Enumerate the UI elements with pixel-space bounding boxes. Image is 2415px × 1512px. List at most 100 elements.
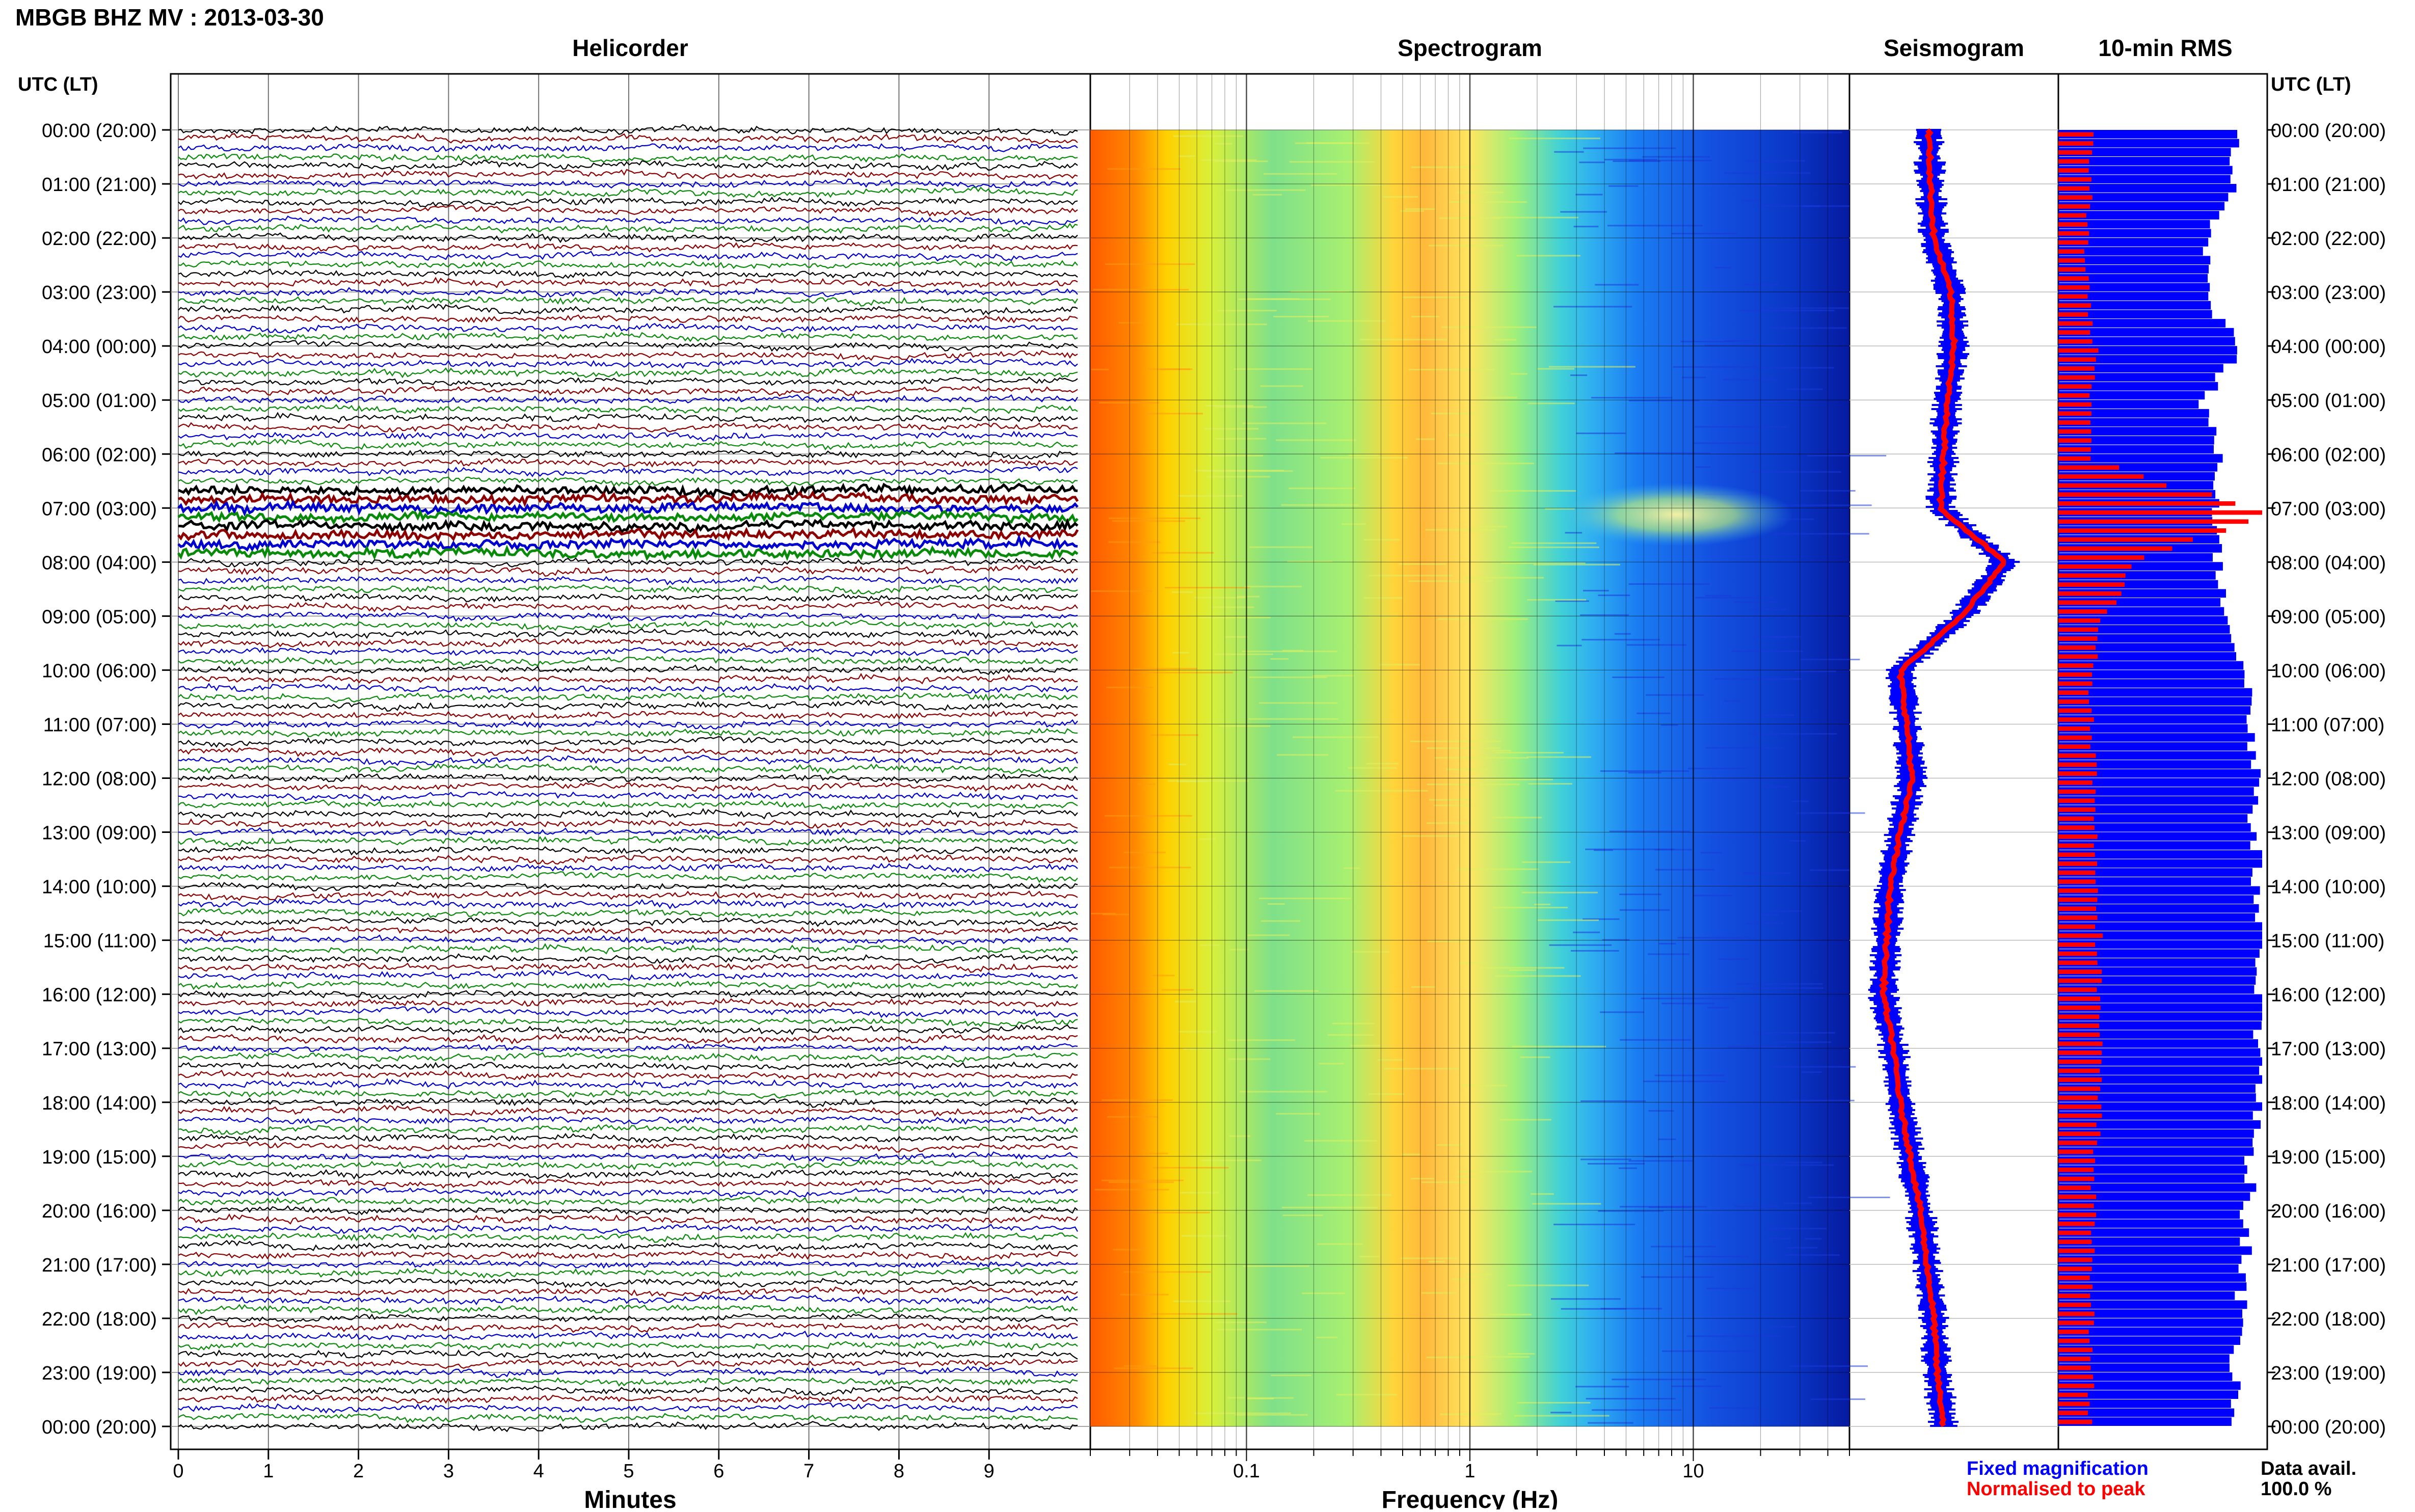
spectrogram-streak	[1588, 1422, 1633, 1424]
rms-bar-normalised	[2058, 249, 2084, 254]
rms-bar-normalised	[2058, 321, 2093, 326]
helicorder-trace	[178, 159, 1078, 172]
time-tick-label: 19:00 (15:00)	[42, 1147, 157, 1168]
time-axis-label-right: UTC (LT)	[2271, 74, 2351, 95]
spectrogram-streak	[1619, 894, 1661, 896]
helicorder-traces	[177, 124, 1079, 1433]
rms-bar-normalised	[2058, 393, 2089, 398]
time-tick-label: 02:00 (22:00)	[42, 228, 157, 250]
rms-bar-fixed	[2058, 1291, 2235, 1300]
spectrogram-streak	[1646, 694, 1704, 696]
spectrogram-streak	[1247, 1397, 1294, 1399]
spectrogram-streak	[1427, 940, 1463, 942]
spectrogram-streak	[1147, 1211, 1210, 1213]
spectrogram-streak	[1366, 763, 1399, 765]
spectrogram-streak	[1758, 307, 1849, 309]
rms-bar-fixed	[2058, 1354, 2230, 1363]
helicorder-trace	[178, 242, 1078, 253]
spectrogram-streak	[1099, 402, 1160, 403]
rms-bar-normalised	[2058, 528, 2226, 533]
rms-bar-fixed	[2058, 1066, 2260, 1075]
spectrogram-streak	[1293, 736, 1379, 738]
spectrogram-streak	[1707, 1007, 1729, 1009]
rms-bar-fixed	[2058, 661, 2244, 670]
rms-bar-fixed	[2058, 454, 2223, 463]
spectrogram-streak	[1123, 1365, 1157, 1367]
helicorder-trace	[178, 1024, 1078, 1036]
spectrogram-streak	[1705, 595, 1732, 597]
spectrogram-streak	[1137, 783, 1156, 785]
spectrogram-streak	[1739, 310, 1835, 311]
helicorder-trace	[178, 1339, 1078, 1351]
helicorder-trace	[178, 619, 1078, 631]
figure-title: MBGB BHZ MV : 2013-03-30	[15, 4, 324, 31]
helicorder-trace	[178, 908, 1078, 919]
helicorder-trace	[178, 1132, 1078, 1144]
spectrogram-streak	[1736, 983, 1823, 985]
rms-bar-fixed	[2058, 1282, 2247, 1291]
spectrogram-streak	[1508, 1353, 1535, 1355]
rms-bar-normalised	[2058, 987, 2097, 992]
rms-bar-normalised	[2058, 1149, 2094, 1154]
spectrogram-streak	[1225, 189, 1306, 191]
spectrogram-streak	[1405, 208, 1436, 210]
time-tick-label-right: 00:00 (20:00)	[2271, 1417, 2386, 1438]
rms-bar-normalised	[2058, 933, 2103, 938]
spectrogram-streak	[1494, 752, 1564, 753]
helicorder-trace	[178, 601, 1078, 612]
spectrogram-streak	[1694, 442, 1760, 444]
rms-bar-normalised	[2058, 717, 2094, 722]
spectrogram-streak	[1364, 538, 1400, 541]
rms-bar-fixed	[2058, 958, 2256, 967]
helicorder-trace	[178, 178, 1078, 189]
spectrogram-streak	[1695, 426, 1787, 428]
spectrogram-streak	[1642, 156, 1710, 158]
rms-bar-normalised	[2058, 627, 2098, 632]
minute-tick-label: 3	[443, 1461, 454, 1482]
helicorder-trace	[178, 862, 1078, 874]
spectrogram-streak	[1276, 754, 1329, 756]
rms-bar-fixed	[2058, 1372, 2233, 1381]
spectrogram-streak	[1107, 168, 1180, 170]
rms-bar-normalised	[2058, 816, 2094, 821]
spectrogram-streak	[1501, 562, 1586, 564]
spectrogram-streak	[1317, 1243, 1363, 1245]
rms-bar-normalised	[2058, 582, 2125, 587]
spectrogram-streak	[1287, 561, 1333, 563]
spectrogram-streak	[1628, 159, 1712, 161]
spectrogram-streak	[1648, 953, 1689, 955]
rms-bar-normalised	[2058, 690, 2089, 695]
rms-bar-fixed	[2058, 760, 2251, 769]
rms-bar-fixed	[2058, 643, 2235, 652]
helicorder-trace	[178, 1213, 1078, 1225]
rms-bar-fixed	[2058, 292, 2209, 301]
rms-bar-fixed	[2058, 1399, 2231, 1408]
spectrogram-streak	[1648, 1110, 1674, 1112]
helicorder-trace	[178, 1259, 1078, 1269]
helicorder-trace	[178, 438, 1078, 451]
rms-bar-fixed	[2058, 670, 2245, 679]
time-tick-label-right: 14:00 (10:00)	[2271, 877, 2386, 898]
time-tick-label-right: 09:00 (05:00)	[2271, 606, 2386, 628]
spectrogram-streak	[1565, 532, 1582, 534]
spectrogram-streak	[1770, 327, 1847, 329]
spectrogram-streak	[1112, 520, 1185, 522]
spectrogram-streak	[1446, 768, 1488, 770]
spectrogram-streak	[1152, 1167, 1229, 1169]
rms-bar-normalised	[2058, 1330, 2089, 1334]
rms-bar-normalised	[2058, 969, 2102, 974]
spectrogram-streak	[1499, 1119, 1551, 1121]
helicorder-trace	[178, 259, 1078, 269]
spectrogram-streak	[1807, 455, 1887, 456]
rms-bar-normalised	[2058, 573, 2126, 578]
spectrogram-streak	[1449, 201, 1527, 203]
time-tick-label: 20:00 (16:00)	[42, 1201, 157, 1222]
spectrogram-streak	[1508, 1284, 1589, 1286]
rms-bar-normalised	[2058, 780, 2092, 785]
spectrogram-streak	[1104, 815, 1192, 817]
helicorder-trace	[177, 509, 1079, 526]
rms-bar-fixed	[2058, 1237, 2240, 1246]
rms-bar-normalised	[2058, 744, 2090, 749]
spectrogram-streak	[1473, 526, 1508, 528]
spectrogram-streak	[1579, 161, 1605, 164]
